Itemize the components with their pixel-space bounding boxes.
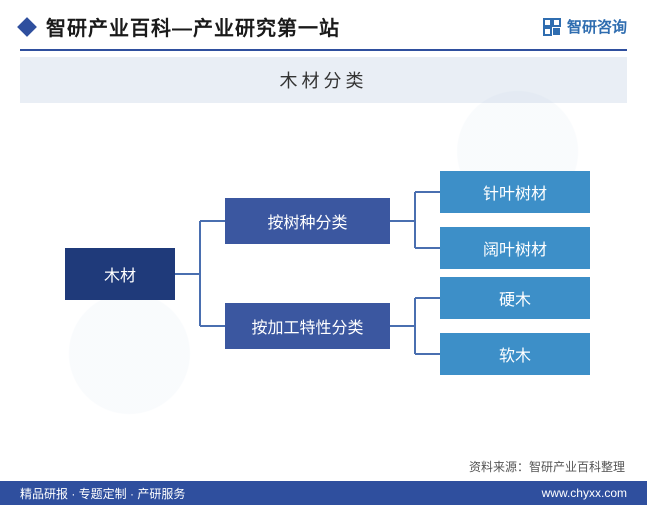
brand-name: 智研咨询 [567,16,627,37]
header-rule [20,49,627,51]
tree-branch-1: 按加工特性分类 [225,303,390,349]
tree-branch-0: 按树种分类 [225,198,390,244]
tree-leaf-0-1: 阔叶树材 [440,227,590,269]
header: 智研产业百科—产业研究第一站 智研咨询 [0,0,647,49]
tree-leaf-1-0: 硬木 [440,277,590,319]
brand: 智研咨询 [543,16,627,37]
footer-left: 精品研报 · 专题定制 · 产研服务 [20,485,185,502]
brand-logo-icon [543,18,561,36]
tree-diagram: 木材 按树种分类 针叶树材阔叶树材按加工特性分类 硬木软木 [20,103,627,433]
chart-title-band: 木材分类 [20,57,627,103]
diamond-bullet-icon [17,17,37,37]
footer-right: www.chyxx.com [542,486,627,500]
tree-leaf-1-1: 软木 [440,333,590,375]
footer-bar: 精品研报 · 专题定制 · 产研服务 www.chyxx.com [0,481,647,505]
page-title: 智研产业百科—产业研究第一站 [46,12,543,41]
tree-root: 木材 [65,248,175,300]
source-attribution: 资料来源：智研产业百科整理 [469,458,625,475]
tree-leaf-0-0: 针叶树材 [440,171,590,213]
